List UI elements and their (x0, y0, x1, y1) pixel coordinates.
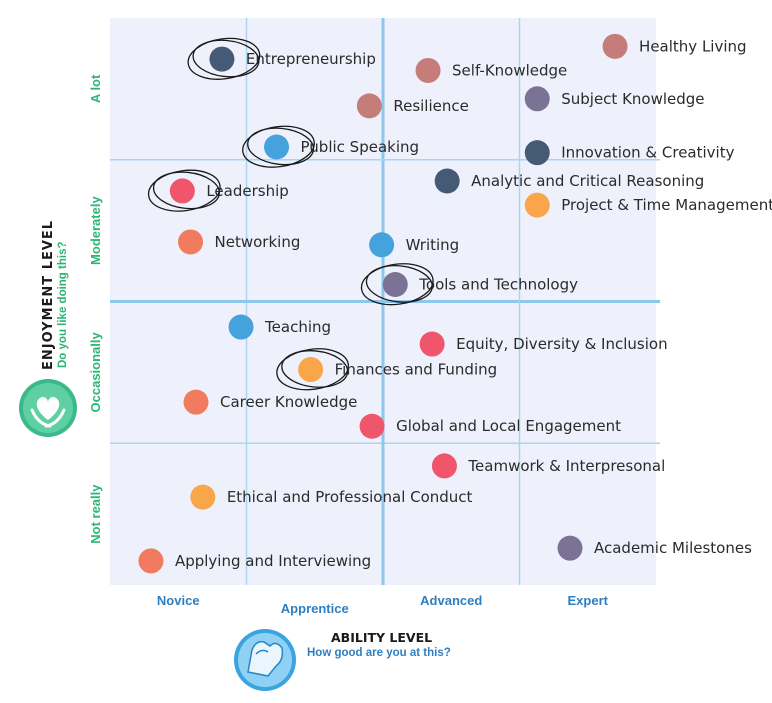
point-label: Public Speaking (301, 138, 420, 156)
y-tick-label: Moderately (88, 196, 103, 265)
point-marker (602, 33, 628, 59)
point-marker (183, 389, 209, 415)
y-axis-subtitle: Do you like doing this? (57, 242, 69, 369)
heart-hands-icon (19, 379, 77, 437)
data-point: Innovation & Creativity (524, 140, 735, 166)
point-label: Leadership (206, 182, 288, 200)
point-label: Equity, Diversity & Inclusion (456, 335, 667, 353)
point-marker (557, 535, 583, 561)
data-point: Ethical and Professional Conduct (190, 484, 473, 510)
data-point: Subject Knowledge (524, 86, 705, 112)
data-point: Career Knowledge (183, 389, 357, 415)
data-point: Entrepreneurship (187, 37, 376, 80)
data-point: Healthy Living (602, 33, 747, 59)
axis-ticks: Novice Apprentice Advanced Expert Not really… (88, 74, 609, 616)
data-point: Writing (369, 232, 460, 258)
data-point: Networking (178, 229, 301, 255)
point-marker (419, 331, 445, 357)
point-label: Project & Time Management (561, 196, 772, 214)
point-label: Self-Knowledge (452, 61, 567, 79)
point-label: Academic Milestones (594, 539, 752, 557)
point-label: Writing (406, 236, 460, 254)
data-point: Analytic and Critical Reasoning (434, 168, 704, 194)
point-marker (415, 57, 441, 83)
highlight-ring (365, 265, 433, 303)
data-point: Resilience (356, 93, 469, 119)
x-axis-title: ABILITY LEVEL (331, 630, 432, 645)
point-label: Applying and Interviewing (175, 552, 371, 570)
y-tick-label: Not really (88, 484, 103, 544)
x-tick-label: Advanced (420, 593, 482, 608)
highlight-ring (281, 350, 349, 388)
highlight-ring (276, 348, 350, 391)
x-tick-label: Apprentice (281, 601, 349, 616)
point-label: Healthy Living (639, 37, 747, 55)
point-label: Networking (215, 233, 301, 251)
point-marker (178, 229, 204, 255)
x-tick-label: Novice (157, 593, 200, 608)
highlight-ring (147, 169, 221, 212)
highlight-ring (187, 37, 261, 80)
highlight-ring (152, 171, 220, 210)
y-tick-label: A lot (88, 74, 103, 103)
point-marker (382, 271, 408, 297)
point-marker (524, 192, 550, 218)
point-marker (209, 46, 235, 72)
data-point: Tools and Technology (360, 263, 578, 306)
point-marker (264, 134, 290, 160)
point-label: Teaching (264, 318, 331, 336)
data-points: Entrepreneurship Healthy Living Self-Knowl… (138, 33, 772, 574)
data-point: Public Speaking (242, 125, 420, 168)
point-label: Tools and Technology (418, 275, 578, 293)
point-label: Ethical and Professional Conduct (227, 488, 473, 506)
y-tick-label: Occasionally (88, 332, 103, 413)
point-label: Teamwork & Interpresonal (467, 457, 665, 475)
data-point: Teamwork & Interpresonal (431, 453, 665, 479)
point-label: Resilience (393, 97, 469, 115)
data-point: Self-Knowledge (415, 57, 567, 83)
data-point: Leadership (147, 169, 289, 212)
point-label: Entrepreneurship (246, 50, 376, 68)
y-axis-title-group: ENJOYMENT LEVEL Do you like doing this? (41, 220, 69, 370)
data-point: Academic Milestones (557, 535, 752, 561)
y-axis-title: ENJOYMENT LEVEL (41, 220, 56, 370)
point-marker (190, 484, 216, 510)
grid (110, 18, 660, 585)
highlight-ring (242, 125, 315, 168)
point-marker (228, 314, 254, 340)
data-point: Equity, Diversity & Inclusion (419, 331, 668, 357)
data-point: Finances and Funding (276, 348, 498, 391)
point-marker (356, 93, 382, 119)
highlight-ring (192, 39, 260, 78)
point-label: Global and Local Engagement (396, 417, 621, 435)
x-axis-title-group: ABILITY LEVEL How good are you at this? (307, 630, 451, 659)
point-label: Innovation & Creativity (561, 144, 734, 162)
point-label: Subject Knowledge (561, 90, 704, 108)
highlight-ring (360, 263, 434, 306)
data-point: Applying and Interviewing (138, 548, 371, 574)
point-marker (524, 86, 550, 112)
point-marker (169, 178, 195, 204)
highlight-ring (247, 127, 315, 166)
point-marker (431, 453, 457, 479)
point-marker (369, 232, 395, 258)
x-tick-label: Expert (568, 593, 609, 608)
data-point: Global and Local Engagement (359, 413, 621, 439)
point-label: Career Knowledge (220, 393, 357, 411)
point-label: Finances and Funding (335, 361, 498, 379)
point-marker (359, 413, 385, 439)
data-point: Project & Time Management (524, 192, 772, 218)
point-marker (138, 548, 164, 574)
point-marker (524, 140, 550, 166)
point-marker (434, 168, 460, 194)
flexed-arm-icon (234, 629, 296, 691)
data-point: Teaching (228, 314, 331, 340)
point-label: Analytic and Critical Reasoning (471, 172, 704, 190)
point-marker (298, 357, 324, 383)
x-axis-subtitle: How good are you at this? (307, 647, 451, 659)
